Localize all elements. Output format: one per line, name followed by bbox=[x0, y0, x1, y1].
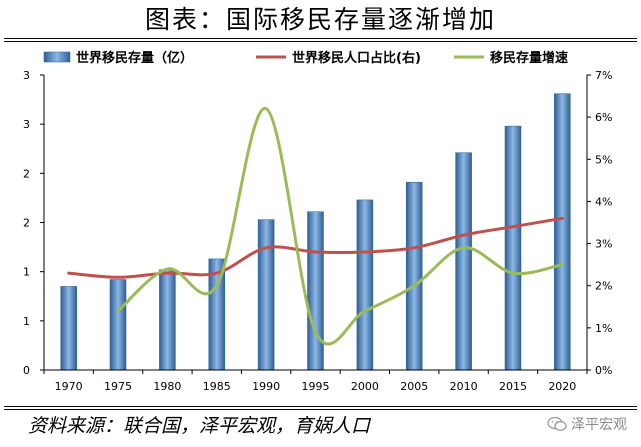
right-tick-label: 3% bbox=[595, 238, 612, 251]
growth-line bbox=[118, 108, 562, 344]
source-note: 资料来源：联合国，泽平宏观，育娲人口 bbox=[28, 410, 370, 442]
legend-label: 移民存量增速 bbox=[490, 50, 568, 66]
bar-1980 bbox=[159, 270, 175, 370]
right-tick-label: 2% bbox=[595, 280, 612, 293]
x-tick-label: 1985 bbox=[203, 380, 231, 393]
wechat-icon bbox=[547, 416, 567, 432]
right-tick-label: 4% bbox=[595, 195, 612, 208]
left-tick-label: 1 bbox=[23, 315, 30, 328]
left-tick-label: 3 bbox=[23, 118, 30, 131]
watermark: 泽平宏观 bbox=[547, 414, 627, 434]
x-tick-label: 2000 bbox=[351, 380, 379, 393]
x-tick-label: 2005 bbox=[400, 380, 428, 393]
chart-title: 图表：国际移民存量逐渐增加 bbox=[145, 5, 496, 34]
footer-rule-top bbox=[4, 406, 637, 407]
chart-title-bar: 图表：国际移民存量逐渐增加 bbox=[0, 0, 641, 40]
bar-1970 bbox=[61, 286, 77, 370]
bar-2020 bbox=[554, 94, 570, 370]
chart-legend: 世界移民存量（亿） 世界移民人口占比(右) 移民存量增速 bbox=[44, 50, 568, 66]
bar-2015 bbox=[505, 126, 521, 370]
x-tick-label: 2020 bbox=[548, 380, 576, 393]
x-tick-label: 1970 bbox=[55, 380, 83, 393]
left-tick-label: 0 bbox=[23, 364, 30, 377]
migration-chart: 世界移民存量（亿） 世界移民人口占比(右) 移民存量增速 0 1 1 2 2 3 3 0% 1% 2%… bbox=[0, 42, 641, 404]
legend-swatch-bar bbox=[44, 52, 70, 62]
right-tick-label: 0% bbox=[595, 364, 612, 377]
x-tick-label: 1995 bbox=[302, 380, 330, 393]
right-tick-label: 7% bbox=[595, 69, 612, 82]
bar-1990 bbox=[258, 220, 274, 370]
left-tick-label: 1 bbox=[23, 266, 30, 279]
bar-2010 bbox=[456, 153, 472, 370]
x-tick-label: 1980 bbox=[153, 380, 181, 393]
left-tick-label: 3 bbox=[23, 69, 30, 82]
bar-2005 bbox=[406, 182, 422, 370]
bar-1995 bbox=[308, 212, 324, 370]
x-tick-label: 2015 bbox=[499, 380, 527, 393]
x-tick-label: 2010 bbox=[450, 380, 478, 393]
right-tick-label: 6% bbox=[595, 111, 612, 124]
right-tick-label: 1% bbox=[595, 322, 612, 335]
right-tick-label: 5% bbox=[595, 153, 612, 166]
bar-2000 bbox=[357, 200, 373, 370]
legend-label: 世界移民人口占比(右) bbox=[292, 50, 421, 66]
legend-label: 世界移民存量（亿） bbox=[76, 50, 193, 66]
x-tick-label: 1975 bbox=[104, 380, 132, 393]
watermark-text: 泽平宏观 bbox=[571, 414, 627, 434]
left-tick-label: 2 bbox=[23, 167, 30, 180]
title-rule-top bbox=[4, 38, 637, 39]
x-tick-label: 1990 bbox=[252, 380, 280, 393]
bar-1975 bbox=[110, 280, 126, 371]
left-tick-label: 2 bbox=[23, 217, 30, 230]
